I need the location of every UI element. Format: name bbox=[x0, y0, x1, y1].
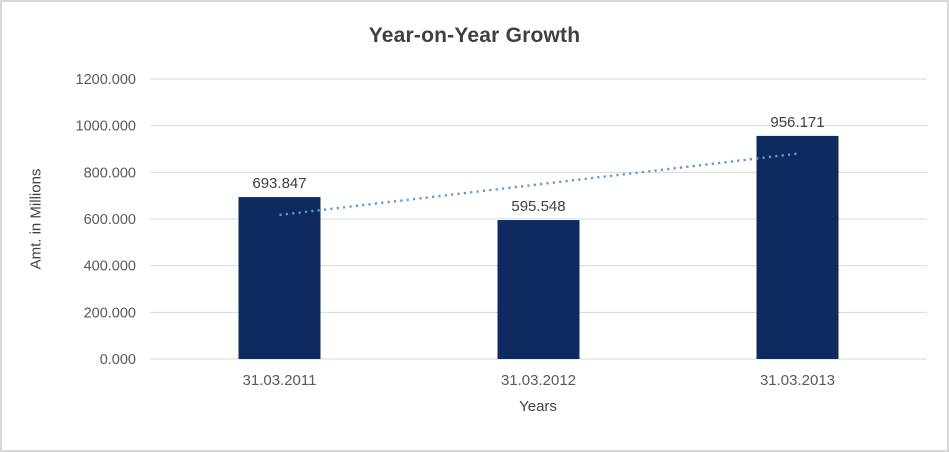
x-category-label: 31.03.2013 bbox=[760, 372, 835, 389]
bar-data-label: 956.171 bbox=[770, 114, 824, 131]
bar-data-label: 693.847 bbox=[252, 175, 306, 192]
bar bbox=[497, 220, 580, 359]
y-tick-label: 800.000 bbox=[84, 165, 136, 181]
bar bbox=[756, 135, 839, 359]
x-category-label: 31.03.2011 bbox=[243, 372, 317, 389]
x-axis-title: Years bbox=[519, 398, 557, 415]
y-tick-label: 400.000 bbox=[84, 259, 136, 275]
bar bbox=[238, 197, 321, 359]
bar-data-label: 595.548 bbox=[511, 198, 565, 215]
y-tick-label: 1000.000 bbox=[76, 119, 136, 135]
y-tick-label: 200.000 bbox=[84, 305, 136, 321]
chart-title: Year-on-Year Growth bbox=[368, 24, 581, 47]
y-tick-label: 0.000 bbox=[100, 352, 136, 368]
y-tick-label: 600.000 bbox=[84, 212, 136, 228]
x-category-label: 31.03.2012 bbox=[501, 372, 576, 389]
y-tick-label: 1200.000 bbox=[76, 72, 136, 88]
